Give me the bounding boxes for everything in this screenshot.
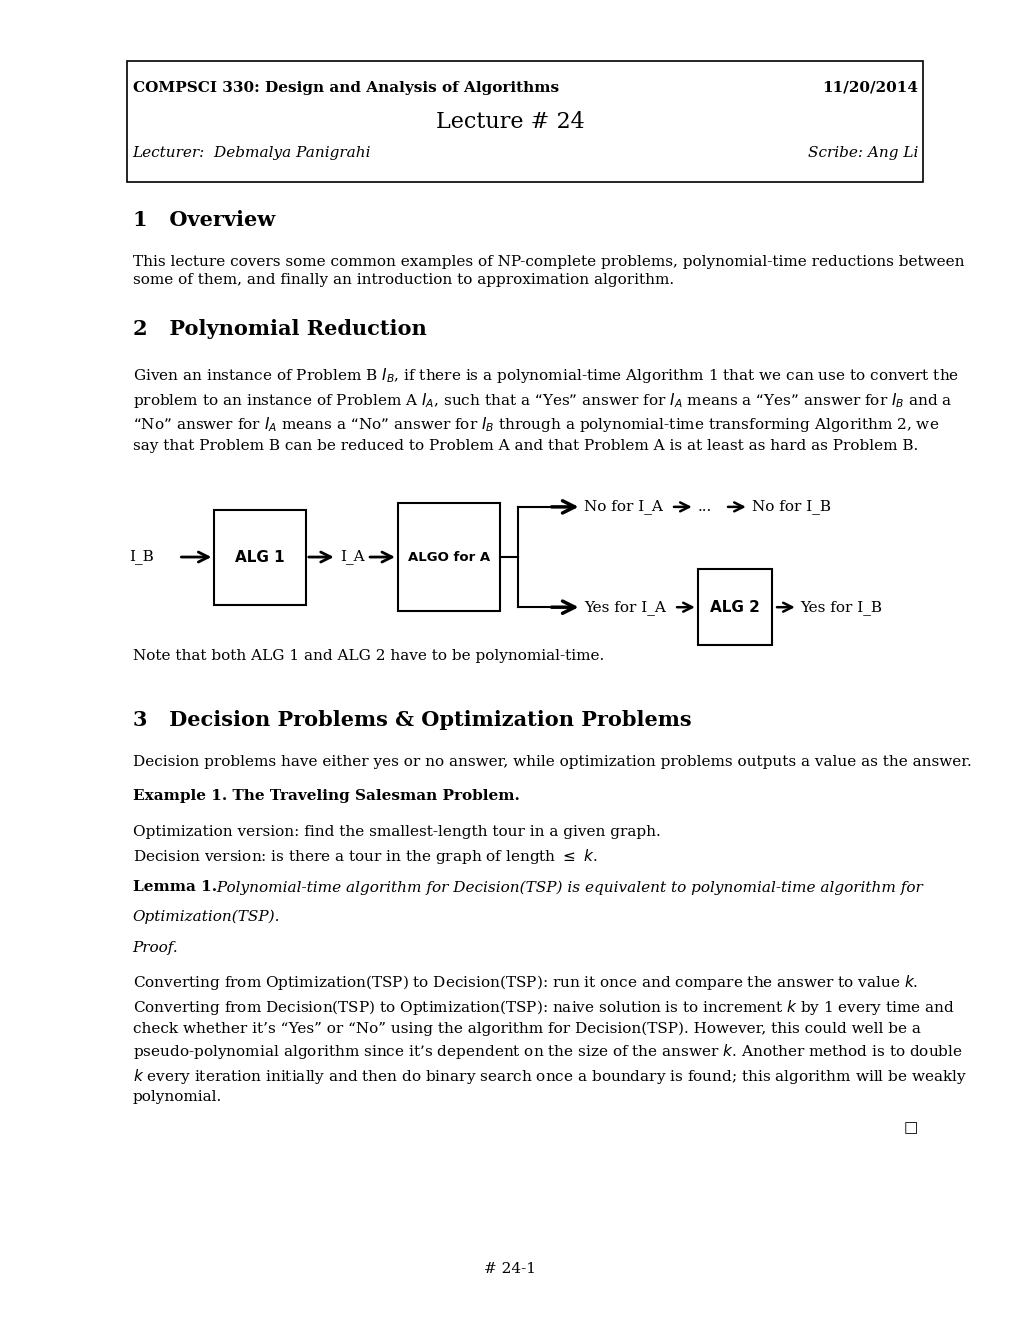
Text: I_B: I_B xyxy=(129,549,154,565)
Text: Lecture # 24: Lecture # 24 xyxy=(435,111,584,133)
Text: Proof.: Proof. xyxy=(132,941,178,956)
Text: 1   Overview: 1 Overview xyxy=(132,210,274,230)
Text: No for I_B: No for I_B xyxy=(751,499,829,515)
Text: Optimization version: find the smallest-length tour in a given graph.: Optimization version: find the smallest-… xyxy=(132,825,659,840)
Text: Yes for I_B: Yes for I_B xyxy=(800,599,881,615)
Text: 3   Decision Problems & Optimization Problems: 3 Decision Problems & Optimization Probl… xyxy=(132,710,691,730)
Text: I_A: I_A xyxy=(339,549,364,565)
Text: Lecturer:  Debmalya Panigrahi: Lecturer: Debmalya Panigrahi xyxy=(132,145,371,160)
Text: Decision problems have either yes or no answer, while optimization problems outp: Decision problems have either yes or no … xyxy=(132,755,970,770)
Text: 11/20/2014: 11/20/2014 xyxy=(821,81,917,95)
Text: □: □ xyxy=(903,1121,917,1135)
Bar xyxy=(214,510,306,605)
Text: Decision version: is there a tour in the graph of length $\leq$ $k$.: Decision version: is there a tour in the… xyxy=(132,847,596,866)
Text: Note that both ALG 1 and ALG 2 have to be polynomial-time.: Note that both ALG 1 and ALG 2 have to b… xyxy=(132,649,603,664)
Text: Example 1. The Traveling Salesman Problem.: Example 1. The Traveling Salesman Proble… xyxy=(132,789,519,804)
Bar xyxy=(397,503,499,611)
Text: Yes for I_A: Yes for I_A xyxy=(584,599,665,615)
Text: Converting from Optimization(TSP) to Decision(TSP): run it once and compare the : Converting from Optimization(TSP) to Dec… xyxy=(132,973,966,1105)
Text: Polynomial-time algorithm for Decision(TSP) is equivalent to polynomial-time alg: Polynomial-time algorithm for Decision(T… xyxy=(212,880,922,895)
Text: 2   Polynomial Reduction: 2 Polynomial Reduction xyxy=(132,319,426,339)
Text: Scribe: Ang Li: Scribe: Ang Li xyxy=(807,145,917,160)
Text: ALG 2: ALG 2 xyxy=(709,599,759,615)
Text: Given an instance of Problem B $I_B$, if there is a polynomial-time Algorithm 1 : Given an instance of Problem B $I_B$, if… xyxy=(132,366,958,453)
Text: This lecture covers some common examples of NP-complete problems, polynomial-tim: This lecture covers some common examples… xyxy=(132,255,963,288)
Text: Lemma 1.: Lemma 1. xyxy=(132,880,216,895)
Text: Optimization(TSP).: Optimization(TSP). xyxy=(132,909,280,924)
Text: ALGO for A: ALGO for A xyxy=(408,550,489,564)
Text: No for I_A: No for I_A xyxy=(584,499,662,515)
Text: # 24-1: # 24-1 xyxy=(484,1262,535,1276)
Bar xyxy=(127,61,922,182)
Text: ALG 1: ALG 1 xyxy=(235,549,284,565)
Text: ...: ... xyxy=(697,500,711,513)
Bar xyxy=(697,569,771,645)
Text: COMPSCI 330: Design and Analysis of Algorithms: COMPSCI 330: Design and Analysis of Algo… xyxy=(132,81,558,95)
